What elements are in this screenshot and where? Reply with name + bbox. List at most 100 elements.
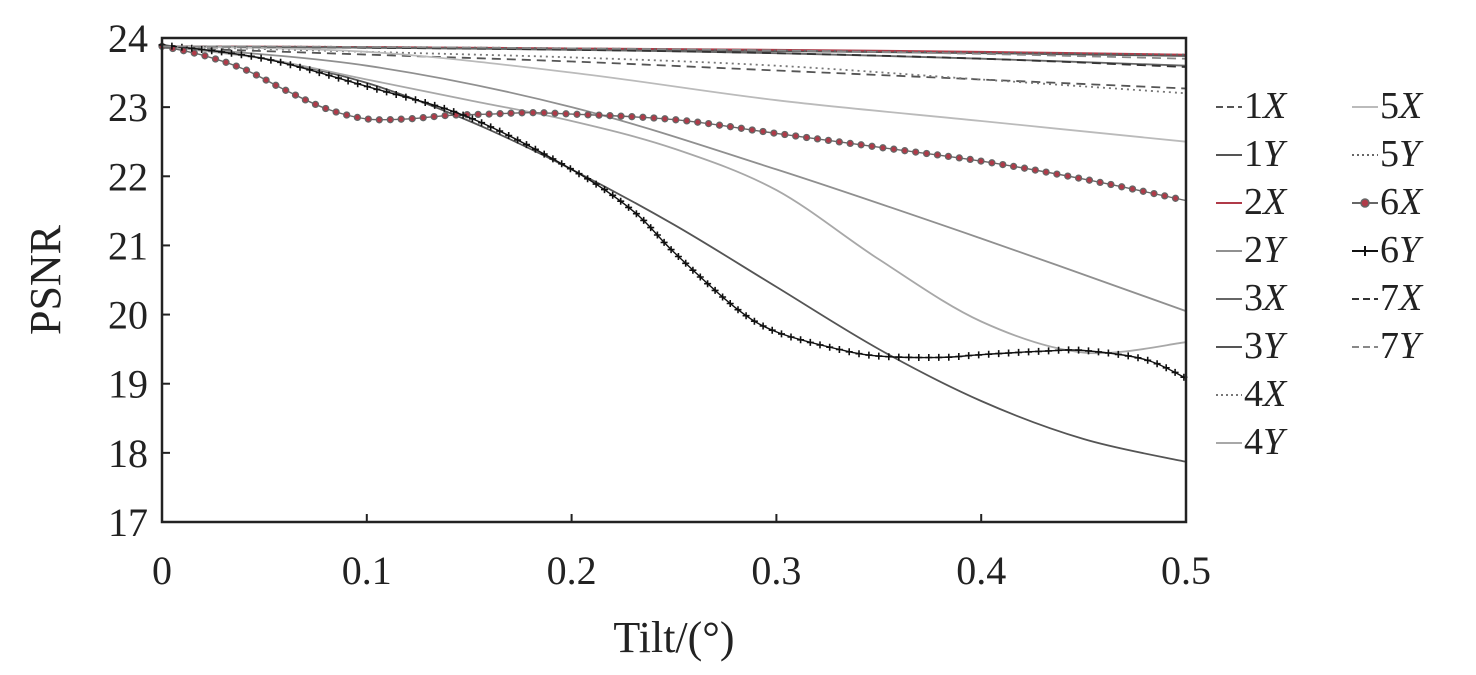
y-tick-label: 18 [108,431,148,476]
series-6y-marker [742,312,750,320]
y-axis-title: PSNR [21,224,70,335]
series-6y-marker [855,350,863,358]
series-6x-marker [291,91,300,99]
series-6y-marker [1124,352,1132,360]
legend-label: 5X [1380,85,1424,127]
series-6x-marker [573,110,581,118]
series-6x-marker [901,147,909,155]
series-6y-marker [421,99,429,106]
series-6x-marker [704,119,713,128]
series-6y-marker [575,170,583,178]
series-6y-marker [768,326,776,334]
series-6y-marker [523,141,530,149]
legend-label-number: 2 [1244,181,1263,223]
series-6y-marker [277,58,285,66]
series-6y-marker [797,336,805,344]
series-6x-marker [737,124,745,132]
series-6y-marker [719,293,727,301]
series-6y-marker [286,61,294,69]
series-6y-marker [431,101,439,109]
y-tick-label: 22 [108,154,148,199]
series-6x-marker [474,110,482,119]
legend-label-axis: X [1261,373,1288,415]
series-6y-marker [296,63,304,71]
series-6x-marker [1020,164,1029,172]
series-6x-marker [262,76,270,84]
series-6x-marker [639,113,647,121]
series-line-5x [161,45,1187,143]
series-6y-marker [1104,349,1112,357]
legend-item-3x: 3X [1216,277,1288,319]
legend-label-number: 7 [1380,277,1399,319]
series-6x-marker [999,160,1007,169]
series-6y-marker [1075,346,1083,354]
legend-label-number: 7 [1380,325,1399,367]
series-6y-marker [915,354,923,361]
series-6y-marker [402,93,410,101]
series-6x-marker [813,135,822,143]
series-6y-marker [549,155,557,163]
series-6y-marker [412,96,419,104]
series-6y-marker [450,108,458,116]
x-tick-label: 0.1 [342,548,392,593]
series-6y-marker [315,69,323,77]
legend-label: 4Y [1244,421,1288,463]
series-6y-marker [267,56,275,64]
series-6y-marker [1162,364,1170,372]
series-6y-marker [198,46,206,53]
legend-item-2y: 2Y [1216,229,1288,271]
series-line-7x [161,45,1187,68]
series-6y-marker [609,191,617,199]
x-tick-label: 0.2 [547,548,597,593]
series-6y-marker [306,66,314,74]
series-6x-marker [595,111,603,119]
legend-label: 2X [1244,181,1288,223]
legend-marker [1360,198,1370,208]
series-6x-marker [802,133,811,142]
series-6y-marker [1114,350,1122,358]
series-6y-marker [905,353,913,361]
series-6x-marker [353,113,362,122]
series-6y-marker [653,231,661,239]
series-6y-marker [1134,354,1142,362]
legend-item-6y: 6Y [1352,229,1424,271]
series-6y-marker [759,322,767,330]
legend-label: 1Y [1244,133,1288,175]
series-6x-marker [672,116,680,124]
legend-label: 6X [1380,181,1424,223]
x-tick-label: 0.5 [1161,548,1211,593]
series-6y-marker [373,85,381,93]
series-6x-marker [211,55,220,63]
legend-label-number: 1 [1244,133,1263,175]
series-6y-marker [601,186,608,194]
series-6x-marker [715,121,724,129]
series-line-6y [161,44,1187,379]
series-6x-marker [282,86,290,94]
series-6y-marker [325,71,333,79]
series-6y-marker [617,197,625,205]
legend-label: 5Y [1380,133,1424,175]
series-6y-marker [383,88,391,96]
x-tick-label: 0.3 [751,548,801,593]
series-6y-marker [1045,347,1053,355]
legend-label-axis: X [1261,181,1288,223]
series-6x-marker [879,144,887,152]
legend-item-4y: 4Y [1216,421,1288,463]
series-6x-marker [1096,178,1104,187]
series-6y-marker [806,338,814,346]
series-6y-marker [344,77,352,85]
series-6y-marker [885,353,893,361]
series-6x-marker [201,52,209,60]
series-6x-marker [408,115,416,123]
legend-label-number: 6 [1380,181,1399,223]
legend-item-7x: 7X [1352,277,1424,319]
series-6x-marker [857,141,865,149]
series-6y-marker [895,353,903,361]
series-6x-marker [792,132,800,140]
series-6y-marker [625,203,633,211]
series-6x-marker [933,151,942,159]
legend-label: 3Y [1244,325,1288,367]
series-6x-marker [1118,183,1126,191]
series-6x-marker [551,109,559,117]
